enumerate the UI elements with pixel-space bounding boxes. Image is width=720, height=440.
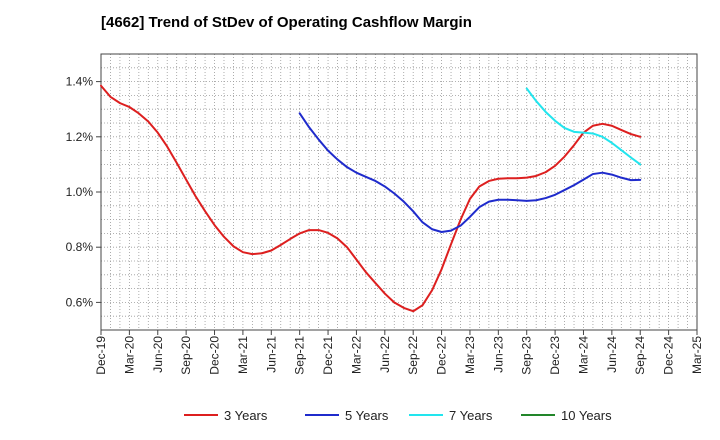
y-tick-label: 1.2%: [66, 130, 94, 144]
y-axis-ticks: 0.6% 0.8% 1.0% 1.2% 1.4%: [66, 75, 101, 309]
series-line-5-years: [298, 112, 642, 234]
y-tick-label: 1.0%: [66, 185, 94, 199]
y-tick-label: 0.6%: [66, 295, 94, 309]
chart-title: [4662] Trend of StDev of Operating Cashf…: [101, 14, 472, 31]
x-tick-label: Sep-20: [179, 336, 193, 375]
chart-legend: 3 Years 5 Years 7 Years 10 Years: [184, 408, 612, 423]
x-tick-label: Jun-23: [491, 336, 505, 373]
legend-label-5-years: 5 Years: [345, 408, 389, 423]
x-tick-label: Sep-24: [633, 336, 647, 375]
x-tick-label: Dec-19: [94, 336, 108, 375]
x-tick-label: Jun-20: [151, 336, 165, 373]
legend-label-10-years: 10 Years: [561, 408, 612, 423]
x-tick-label: Mar-24: [576, 336, 590, 374]
x-tick-label: Sep-21: [293, 336, 307, 375]
series-line-7-years: [525, 87, 642, 166]
y-tick-label: 1.4%: [66, 75, 94, 89]
x-tick-label: Mar-20: [122, 336, 136, 374]
series-layer: [100, 84, 642, 313]
x-tick-label: Sep-23: [520, 336, 534, 375]
x-tick-label: Dec-20: [208, 336, 222, 375]
x-tick-label: Jun-24: [605, 336, 619, 373]
x-tick-label: Mar-23: [463, 336, 477, 374]
x-tick-label: Jun-22: [378, 336, 392, 373]
x-tick-label: Jun-21: [264, 336, 278, 373]
x-tick-label: Dec-22: [435, 336, 449, 375]
legend-label-3-years: 3 Years: [224, 408, 268, 423]
y-tick-label: 0.8%: [66, 240, 94, 254]
x-tick-label: Dec-24: [662, 336, 676, 375]
x-tick-label: Mar-21: [236, 336, 250, 374]
series-line-3-years: [100, 84, 642, 313]
x-tick-label: Sep-22: [406, 336, 420, 375]
x-tick-label: Dec-23: [548, 336, 562, 375]
x-tick-label: Dec-21: [321, 336, 335, 375]
x-tick-label: Mar-25: [690, 336, 704, 374]
legend-label-7-years: 7 Years: [449, 408, 493, 423]
x-axis-ticks: Dec-19 Mar-20 Jun-20 Sep-20 Dec-20 Mar-21 Jun-…: [94, 330, 704, 375]
x-tick-label: Mar-22: [349, 336, 363, 374]
